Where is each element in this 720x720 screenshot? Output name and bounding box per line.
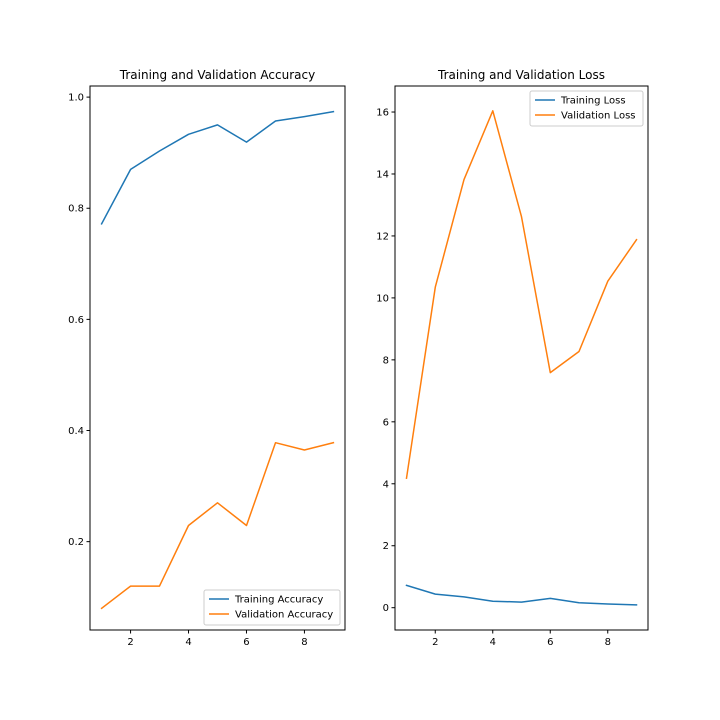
- y-tick-label: 0.6: [68, 315, 84, 326]
- series-line-training-accuracy: [100, 110, 335, 225]
- plot-frame: [394, 85, 649, 631]
- x-tick-label: 4: [185, 637, 191, 648]
- legend-label: Training Accuracy: [234, 595, 323, 606]
- y-tick-label: 1.0: [68, 93, 84, 104]
- chart-panel-2: Training and Validation Loss 2 4 6 8 0 2 4 6 8 10 1…: [376, 68, 649, 648]
- series-line-validation-accuracy: [100, 441, 335, 610]
- legend: Training Loss Validation Loss: [529, 90, 644, 127]
- y-tick-label: 14: [376, 169, 389, 180]
- legend-label: Training Loss: [560, 96, 626, 107]
- plot-frame: [89, 85, 346, 631]
- x-tick-label: 4: [490, 637, 496, 648]
- y-tick-label: 0.2: [68, 537, 84, 548]
- legend: Training Accuracy Validation Accuracy: [203, 589, 341, 626]
- x-tick-label: 2: [127, 637, 133, 648]
- x-tick-label: 6: [243, 637, 249, 648]
- x-tick-label: 2: [432, 637, 438, 648]
- y-tick-label: 8: [383, 355, 389, 366]
- x-tick-label: 8: [605, 637, 611, 648]
- chart-title: Training and Validation Loss: [437, 68, 605, 82]
- series-line-validation-loss: [405, 110, 638, 480]
- legend-label: Validation Loss: [561, 111, 636, 122]
- y-tick-label: 10: [376, 293, 389, 304]
- y-tick-label: 2: [383, 541, 389, 552]
- y-tick-label: 4: [383, 479, 389, 490]
- series-line-training-loss: [405, 584, 638, 606]
- y-tick-label: 0.4: [68, 426, 84, 437]
- legend-box: [529, 90, 644, 127]
- x-tick-label: 6: [547, 637, 553, 648]
- chart-panel-1: Training and Validation Accuracy 2 4 6 8 0.2 0…: [68, 68, 346, 648]
- legend-label: Validation Accuracy: [235, 610, 333, 621]
- y-tick-label: 0: [383, 603, 389, 614]
- y-tick-label: 6: [383, 417, 389, 428]
- chart-title: Training and Validation Accuracy: [119, 68, 315, 82]
- y-tick-label: 0.8: [68, 204, 84, 215]
- y-tick-label: 12: [376, 231, 389, 242]
- legend-box: [203, 589, 341, 626]
- x-tick-label: 8: [301, 637, 307, 648]
- y-tick-label: 16: [376, 108, 389, 119]
